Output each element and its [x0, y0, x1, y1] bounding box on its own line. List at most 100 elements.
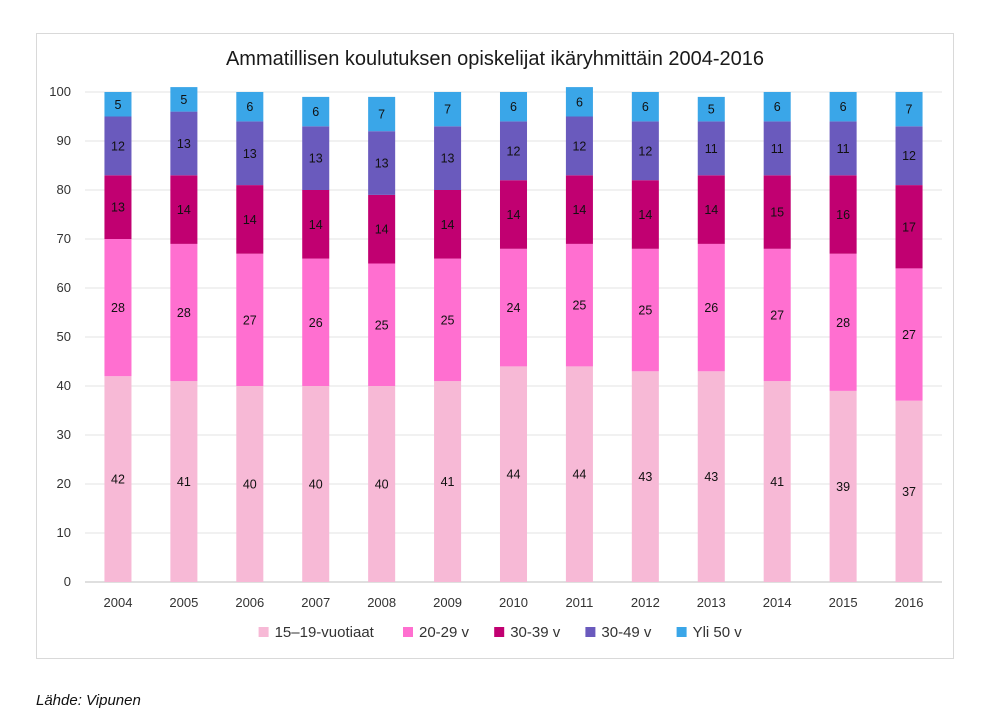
data-label: 6 — [774, 100, 781, 114]
data-label: 27 — [902, 328, 916, 342]
data-label: 40 — [243, 478, 257, 492]
data-label: 14 — [507, 208, 521, 222]
data-label: 26 — [704, 301, 718, 315]
x-tick-label: 2011 — [565, 595, 593, 610]
chart-frame: Ammatillisen koulutuksen opiskelijat ikä… — [36, 33, 954, 659]
data-label: 25 — [375, 318, 389, 332]
bar-segment — [368, 131, 396, 195]
legend-swatch — [403, 627, 413, 637]
bar-segment — [895, 185, 923, 269]
bar-segment — [236, 121, 264, 186]
bar-segment — [368, 194, 396, 264]
data-label: 41 — [770, 475, 784, 489]
bar-segment — [302, 126, 330, 190]
bar-segment — [170, 87, 198, 112]
data-label: 28 — [111, 301, 125, 315]
x-tick-label: 2015 — [829, 595, 858, 610]
legend-swatch — [494, 627, 505, 637]
x-axis: 2004 2005 2006 2007 2008 2009 2010 2011 2012 2013… — [104, 595, 924, 610]
data-label: 14 — [309, 218, 323, 232]
bar-segment — [697, 243, 725, 372]
bar-segment — [434, 190, 462, 259]
bar-segment — [236, 185, 264, 254]
data-label: 11 — [705, 142, 718, 156]
data-label: 42 — [111, 473, 125, 487]
bar-segment — [434, 126, 462, 190]
legend-label: Yli 50 v — [693, 624, 743, 641]
bar-segment — [104, 239, 132, 377]
data-label: 41 — [177, 475, 191, 489]
data-label: 28 — [177, 306, 191, 320]
legend-label: 30-49 v — [601, 624, 652, 641]
y-axis: 0 10 20 30 40 50 60 70 80 90 100 — [49, 84, 71, 589]
bar-segment — [302, 96, 330, 127]
y-tick-label: 100 — [49, 84, 71, 99]
bar-segment — [499, 121, 528, 181]
data-label: 28 — [836, 316, 850, 330]
bar-segment — [895, 268, 923, 401]
x-tick-label: 2006 — [235, 595, 264, 610]
bar-segment — [302, 258, 330, 386]
bar-segment — [829, 253, 857, 391]
data-label: 7 — [444, 103, 451, 117]
data-label: 39 — [836, 480, 850, 494]
chart-title: Ammatillisen koulutuksen opiskelijat ikä… — [225, 48, 765, 70]
bar-segment — [697, 175, 725, 244]
bar-segment — [499, 248, 528, 367]
data-label: 25 — [638, 304, 652, 318]
data-label: 7 — [906, 103, 913, 117]
data-label: 14 — [572, 203, 586, 217]
data-label: 6 — [840, 100, 847, 114]
bar-segment — [434, 381, 462, 582]
x-tick-label: 2007 — [301, 595, 330, 610]
data-label: 25 — [572, 299, 586, 313]
y-tick-label: 80 — [57, 182, 71, 197]
bar-segment — [631, 92, 659, 122]
data-label: 6 — [576, 95, 583, 109]
legend-swatch — [258, 627, 269, 637]
bar-segment — [697, 121, 725, 176]
bar-layer: 42 28 13 12 5 41 28 14 13 5 40 27 14 13 6 40 26 14 13 6 40 25… — [104, 87, 923, 582]
data-label: 15 — [770, 206, 784, 220]
data-label: 13 — [177, 137, 191, 151]
data-label: 13 — [111, 201, 125, 215]
data-label: 13 — [309, 152, 323, 166]
data-label: 12 — [902, 149, 916, 163]
bar-segment — [170, 175, 198, 244]
legend-label: 20-29 v — [419, 624, 470, 641]
bar-segment — [895, 400, 923, 582]
legend: 15–19-vuotiaat 20-29 v 30-39 v 30-49 v Yli 5… — [258, 624, 743, 641]
x-tick-label: 2016 — [895, 595, 924, 610]
bar-segment — [499, 180, 528, 249]
bar-segment — [236, 253, 264, 386]
bar-segment — [368, 386, 396, 582]
y-tick-label: 30 — [57, 427, 71, 442]
bar-segment — [434, 92, 462, 127]
data-label: 11 — [837, 142, 850, 156]
data-label: 24 — [507, 301, 521, 315]
data-label: 12 — [111, 139, 125, 153]
x-tick-label: 2009 — [433, 595, 462, 610]
y-tick-label: 50 — [57, 329, 71, 344]
bar-segment — [697, 371, 725, 582]
data-label: 13 — [441, 152, 455, 166]
data-label: 41 — [441, 475, 455, 489]
data-label: 5 — [180, 93, 187, 107]
y-tick-label: 90 — [57, 133, 71, 148]
bar-segment — [829, 390, 857, 582]
data-label: 6 — [642, 100, 649, 114]
legend-swatch — [585, 627, 596, 637]
data-label: 25 — [441, 313, 455, 327]
bar-segment — [368, 96, 396, 132]
data-label: 17 — [902, 220, 916, 234]
bar-segment — [565, 116, 593, 176]
x-tick-label: 2013 — [697, 595, 726, 610]
data-label: 7 — [378, 108, 385, 122]
y-tick-label: 60 — [57, 280, 71, 295]
bar-segment — [104, 92, 132, 117]
data-label: 40 — [309, 478, 323, 492]
data-label: 37 — [902, 485, 916, 499]
y-tick-label: 70 — [57, 231, 71, 246]
data-label: 14 — [177, 203, 191, 217]
data-label: 27 — [243, 313, 257, 327]
